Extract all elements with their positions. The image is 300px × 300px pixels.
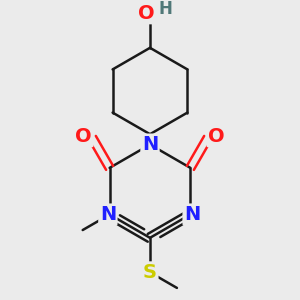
Text: H: H <box>159 0 172 18</box>
Text: N: N <box>184 205 200 224</box>
Text: O: O <box>75 127 92 146</box>
Text: N: N <box>100 205 116 224</box>
Text: S: S <box>143 263 157 282</box>
Text: O: O <box>208 127 225 146</box>
Text: O: O <box>138 4 155 23</box>
Text: N: N <box>142 135 158 154</box>
